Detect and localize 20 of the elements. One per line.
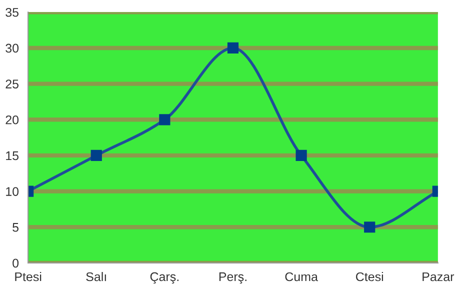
point	[90, 150, 102, 162]
y-tick-label: 10	[6, 187, 19, 196]
x-tick-label: Çarş.	[150, 272, 178, 284]
point	[227, 42, 239, 54]
y-tick-label: 0	[12, 258, 19, 268]
y-tick-label: 25	[6, 80, 19, 88]
point	[159, 114, 170, 126]
x-tick-label: Pazar	[422, 272, 454, 282]
x-tick-label: Cuma	[285, 272, 318, 282]
x-tick-label: Ctesi	[356, 272, 384, 282]
x-tick-label: Perş.	[219, 272, 246, 284]
y-tick-label: 20	[6, 115, 19, 124]
x-tick-label: Ptesi	[15, 272, 42, 282]
y-tick-label: 5	[12, 223, 19, 232]
x-tick-label: Salı	[86, 272, 106, 282]
y-tick-label: 30	[6, 44, 19, 53]
y-tick-label: 15	[6, 151, 19, 160]
point	[296, 150, 307, 162]
y-tick-label: 35	[6, 8, 19, 17]
point	[364, 222, 376, 233]
